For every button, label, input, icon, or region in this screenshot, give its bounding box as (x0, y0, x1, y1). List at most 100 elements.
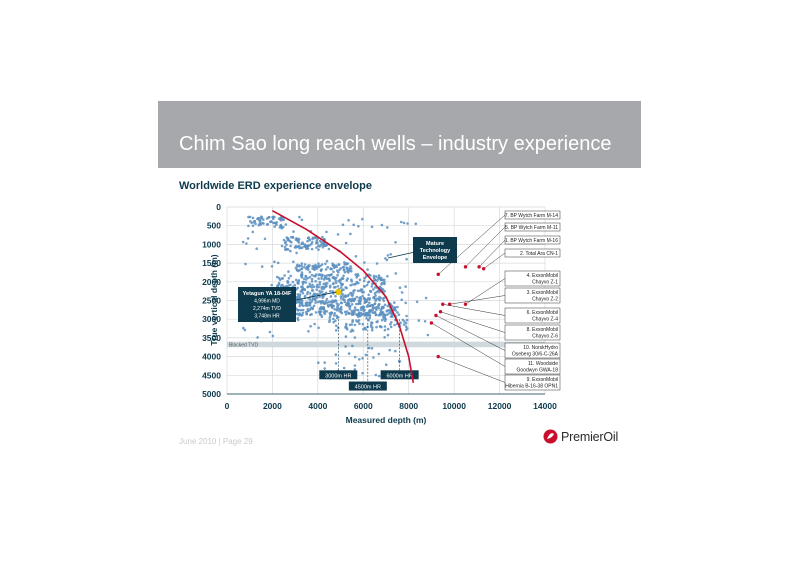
data-point (255, 247, 258, 250)
data-point (294, 278, 298, 282)
data-point (329, 273, 333, 277)
data-point (370, 321, 374, 325)
reach-marker-box (348, 381, 387, 391)
data-point (347, 302, 351, 305)
data-point (301, 299, 304, 302)
data-point (304, 304, 307, 307)
data-point (348, 305, 352, 308)
data-point (329, 314, 332, 317)
well-leader-line (483, 252, 506, 269)
data-point (320, 277, 323, 280)
data-point (283, 248, 287, 251)
data-point (308, 308, 312, 311)
data-point (323, 367, 327, 370)
data-point (289, 283, 292, 287)
data-point (334, 281, 338, 285)
well-point (438, 310, 443, 314)
data-point (325, 274, 329, 277)
x-tick-label: 8000 (399, 401, 418, 411)
data-point (404, 285, 407, 288)
data-point (351, 320, 354, 324)
data-point (318, 295, 322, 299)
well-point (436, 354, 440, 359)
reach-marker-box (380, 370, 419, 380)
data-point (341, 288, 344, 292)
data-point (370, 328, 374, 332)
data-point (291, 236, 295, 239)
data-point (379, 325, 383, 328)
data-point (350, 323, 354, 326)
data-point (349, 284, 352, 287)
data-point (270, 283, 274, 287)
well-label-line: 8. ExxonMobil (527, 327, 558, 333)
data-point (352, 223, 356, 227)
well-label-line: Oseberg 30/6-C-26A (512, 352, 559, 358)
data-point (351, 344, 354, 348)
data-point (378, 295, 381, 299)
data-point (386, 333, 390, 337)
data-point (353, 310, 356, 313)
data-point (300, 218, 304, 222)
well-label-box (504, 307, 561, 324)
data-point (373, 311, 377, 314)
data-point (362, 328, 365, 331)
data-point (377, 276, 381, 279)
data-point (335, 302, 339, 305)
y-tick-label: 3000 (202, 314, 221, 324)
data-point (344, 294, 347, 298)
data-point (301, 311, 305, 315)
data-point (331, 276, 335, 279)
data-point (388, 348, 392, 352)
data-point (350, 278, 353, 282)
data-point (300, 276, 304, 279)
data-point (262, 222, 265, 225)
data-point (358, 289, 362, 293)
data-point (335, 324, 338, 328)
data-point (325, 310, 329, 313)
data-point (347, 267, 351, 270)
data-point (383, 303, 387, 307)
well-label-box (504, 374, 561, 391)
data-point (300, 264, 304, 268)
well-label-line: 9. ExxonMobil (527, 377, 558, 383)
well-label-line: 5. BP Wytch Farm M-11 (505, 225, 558, 231)
data-point (245, 242, 248, 245)
data-point (273, 260, 276, 264)
data-point (377, 314, 380, 317)
data-point (369, 290, 373, 293)
data-point (277, 281, 281, 285)
data-point (359, 299, 362, 303)
data-point (347, 311, 351, 315)
data-point (335, 314, 339, 318)
y-tick-label: 2000 (202, 277, 221, 287)
data-point (307, 309, 310, 313)
data-point (307, 330, 310, 333)
well-label-line: 7. BP Wytch Farm M-14 (505, 213, 558, 219)
data-point (402, 323, 406, 326)
data-point (393, 301, 396, 304)
data-point (316, 241, 319, 245)
data-point (404, 321, 408, 325)
data-point (404, 301, 408, 305)
data-point (317, 361, 320, 365)
data-point (327, 247, 331, 251)
data-point (314, 299, 317, 302)
data-point (343, 263, 347, 266)
well-label-line: 10. NorskHydro (523, 345, 558, 351)
data-point (360, 290, 364, 294)
data-point (317, 273, 321, 277)
data-point (325, 302, 329, 305)
title-band (158, 101, 641, 168)
data-point (325, 297, 329, 301)
data-point (307, 304, 310, 307)
well-leader-line (449, 295, 506, 305)
data-point (318, 283, 322, 286)
data-point (350, 303, 354, 306)
envelope-label-line: Envelope (423, 255, 447, 261)
data-point (414, 222, 418, 226)
data-point (297, 296, 300, 299)
data-point (319, 291, 322, 295)
data-point (300, 289, 304, 293)
well-point (463, 265, 468, 269)
data-point (325, 230, 328, 234)
